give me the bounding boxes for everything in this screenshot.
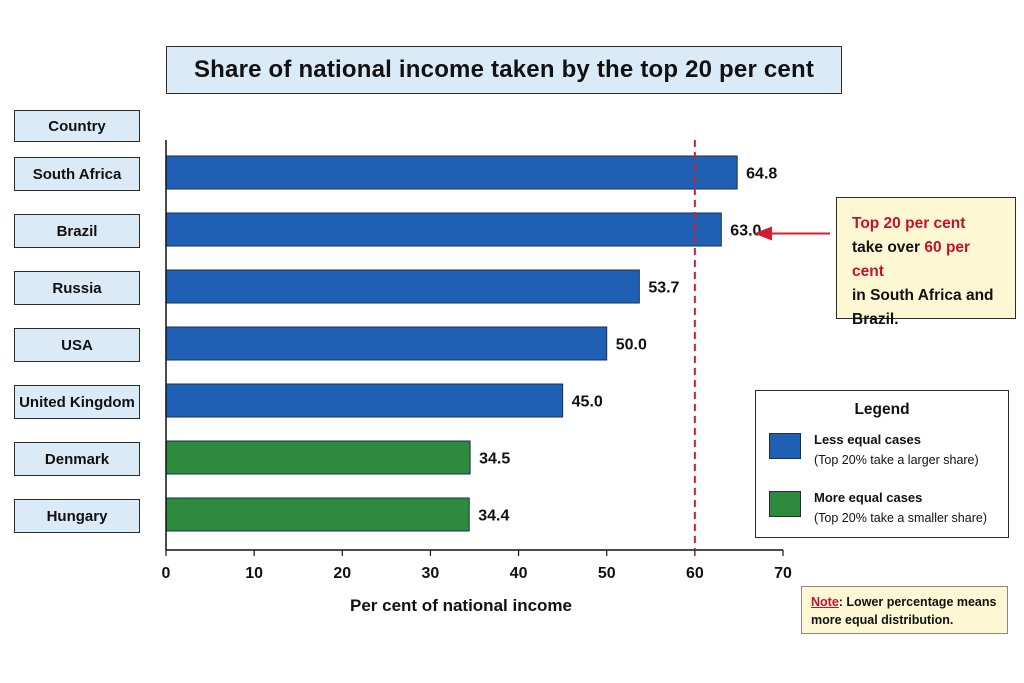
data-label-hungary: 34.4 [478,508,509,525]
legend-sub-more-equal: (Top 20% take a smaller share) [814,511,987,525]
legend-title: Legend [854,401,910,418]
annotation-line-4: Brazil. [852,311,899,328]
bar-south-africa [165,155,738,190]
note-text: : Lower percentage means more equal dist… [811,595,997,627]
data-label-russia: 53.7 [648,280,679,297]
x-tick-label: 0 [162,565,171,582]
bars-layer: 64.8 63.0 53.7 50.0 45.0 34.5 34.4 [165,155,777,532]
x-tick-label: 40 [510,565,528,582]
data-label-usa: 50.0 [616,337,647,354]
annotation-line-2: take over 60 per cent [852,239,971,280]
x-tick-label: 70 [774,565,792,582]
annotation-highlight: 60 per cent [852,239,971,280]
category-header: Country [14,110,140,142]
legend-swatch-more-equal [769,491,801,517]
x-axis: 0 10 20 30 40 50 60 70 [162,140,792,582]
category-label-russia: Russia [14,271,140,305]
data-label-south-africa: 64.8 [746,166,777,183]
x-tick-label: 50 [598,565,616,582]
bar-hungary [165,497,470,532]
x-tick-label: 60 [686,565,704,582]
annotation-arrowhead [754,226,772,241]
category-label-denmark: Denmark [14,442,140,476]
note-label: Note [811,595,839,609]
data-label-united-kingdom: 45.0 [572,394,603,411]
category-label-usa: USA [14,328,140,362]
bar-russia [165,269,640,304]
legend-swatch-less-equal [769,433,801,459]
category-label-hungary: Hungary [14,499,140,533]
annotation-arrow-layer [754,226,830,241]
chart-title: Share of national income taken by the to… [166,46,842,94]
x-axis-label: Per cent of national income [350,596,572,615]
data-label-denmark: 34.5 [479,451,510,468]
category-label-united-kingdom: United Kingdom [14,385,140,419]
data-label-brazil: 63.0 [730,223,761,240]
x-tick-label: 30 [422,565,440,582]
annotation-line-3: in South Africa and [852,287,994,304]
category-label-south-africa: South Africa [14,157,140,191]
note-box: Note: Lower percentage means more equal … [801,586,1008,634]
bar-usa [165,326,608,361]
legend-label-more-equal: More equal cases [814,490,923,505]
x-tick-label: 10 [245,565,263,582]
bar-united-kingdom [165,383,564,418]
annotation-line-1: Top 20 per cent [852,215,966,232]
category-label-brazil: Brazil [14,214,140,248]
legend: Legend Less equal cases (Top 20% take a … [755,390,1009,538]
annotation-callout: Top 20 per cent take over 60 per cent in… [836,197,1016,328]
bar-denmark [165,440,471,475]
legend-sub-less-equal: (Top 20% take a larger share) [814,453,979,467]
legend-entry-more-equal: More equal cases (Top 20% take a smaller… [814,487,987,529]
x-tick-label: 20 [333,565,351,582]
legend-entry-less-equal: Less equal cases (Top 20% take a larger … [814,429,979,471]
legend-label-less-equal: Less equal cases [814,432,921,447]
bar-brazil [165,212,722,247]
